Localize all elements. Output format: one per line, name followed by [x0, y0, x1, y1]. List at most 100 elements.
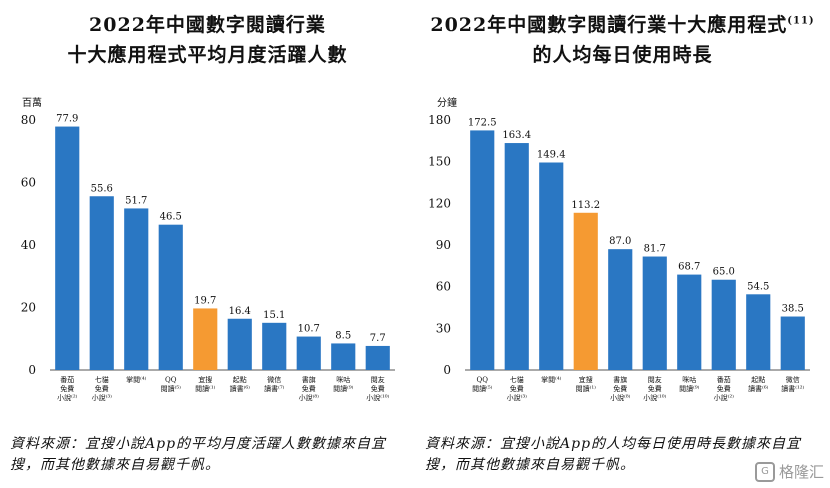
x-category-label: 番茄: [60, 375, 74, 384]
x-category-label: 免費: [510, 384, 524, 393]
y-axis-unit-label: 分鐘: [437, 96, 457, 109]
x-category-label: 微信: [786, 375, 800, 384]
bar-value-label: 87.0: [609, 236, 631, 247]
bar-value-label: 77.9: [56, 114, 78, 125]
bar: [539, 162, 564, 370]
chart-title-line2: 的人均每日使用時長: [532, 44, 713, 66]
chart-panel-mau: 2022年中國數字閱讀行業 十大應用程式平均月度活躍人數 百萬 0 20 40 60 80…: [10, 14, 395, 473]
x-category-label: 免費: [717, 384, 731, 393]
x-category-label: 讀書⁽¹²⁾: [781, 384, 804, 393]
x-category-label: 閱讀⁽⁵⁾: [472, 384, 493, 393]
bar-value-label: 113.2: [571, 200, 600, 211]
chart-title-line1: 2022年中國數字閱讀行業: [89, 14, 326, 36]
x-category-label: 免費: [60, 384, 74, 393]
bar-value-label: 172.5: [468, 117, 497, 128]
bar: [470, 130, 495, 370]
x-category-label: 咪咕: [682, 375, 696, 384]
bar: [89, 196, 114, 370]
bar: [573, 212, 598, 370]
y-tick-label: 90: [436, 238, 451, 252]
bar: [296, 336, 321, 370]
x-category-label: 小說⁽⁸⁾: [299, 393, 320, 402]
watermark-logo: G 格隆汇: [754, 461, 824, 482]
bar: [504, 143, 529, 370]
x-category-label: 閱友: [648, 375, 662, 384]
x-category-label: 閱讀⁽⁵⁾: [161, 384, 182, 393]
bar: [642, 256, 667, 370]
y-tick-label: 80: [21, 113, 36, 127]
x-category-label: 讀書⁽⁷⁾: [264, 384, 285, 393]
y-tick-label: 20: [21, 301, 36, 315]
x-category-label: 免費: [648, 384, 662, 393]
bar-value-label: 10.7: [298, 324, 320, 335]
bar: [227, 318, 252, 370]
bar: [746, 294, 771, 370]
chart-title-line2: 十大應用程式平均月度活躍人數: [67, 44, 348, 66]
x-category-label: 微信: [267, 375, 281, 384]
bar-value-label: 15.1: [263, 310, 285, 321]
y-axis-unit-label: 百萬: [22, 96, 42, 109]
x-category-label: 閱讀⁽¹⁾: [195, 384, 216, 393]
y-tick-label: 60: [21, 176, 36, 190]
x-category-label: 七貓: [95, 375, 109, 384]
y-tick-label: 60: [436, 280, 451, 294]
x-category-label: 掌閱⁽⁴⁾: [126, 375, 147, 384]
bar-value-label: 55.6: [91, 183, 113, 194]
x-category-label: 讀書⁽⁶⁾: [230, 384, 251, 393]
bar-value-label: 81.7: [644, 244, 666, 255]
bar-value-label: 68.7: [678, 262, 700, 273]
x-category-label: 書旗: [302, 375, 316, 384]
chart-title-line1: 2022年中國數字閱讀行業十大應用程式(11): [415, 10, 830, 37]
bar-value-label: 19.7: [194, 295, 216, 306]
bar: [780, 316, 805, 370]
x-category-label: 小說⁽⁸⁾: [610, 393, 631, 402]
bar: [55, 126, 80, 370]
bar: [124, 208, 149, 370]
x-category-label: 掌閱⁽⁴⁾: [541, 375, 562, 384]
bar: [158, 224, 183, 370]
bar-value-label: 38.5: [782, 304, 804, 315]
watermark-text: 格隆汇: [778, 463, 824, 481]
bar: [262, 322, 287, 370]
chart-panel-usage-time: 2022年中國數字閱讀行業十大應用程式(11) 的人均每日使用時長 分鐘 0 30 6…: [415, 0, 830, 488]
y-tick-label: 0: [443, 363, 451, 377]
bar-value-label: 149.4: [537, 150, 566, 161]
source-note: 資料來源：宜搜小說App的平均月度活躍人數數據來自宜搜，而其他數據來自易觀千帆。: [10, 436, 387, 473]
bar: [711, 279, 736, 370]
x-category-label: 宜搜: [579, 375, 593, 384]
bar-value-label: 54.5: [747, 281, 769, 292]
x-category-label: 免費: [371, 384, 385, 393]
chart-title-footnote: (11): [787, 15, 815, 27]
bar-value-label: 163.4: [502, 130, 531, 141]
x-category-label: 七貓: [510, 375, 524, 384]
x-category-label: QQ: [477, 376, 489, 384]
x-category-label: 小說⁽²⁾: [57, 393, 78, 402]
bar-value-label: 8.5: [335, 330, 351, 341]
logo-icon: G: [754, 461, 775, 482]
x-category-label: 小說⁽¹⁰⁾: [366, 393, 389, 402]
x-category-label: 起點: [751, 375, 765, 384]
y-tick-label: 40: [21, 238, 36, 252]
bar: [677, 274, 702, 370]
x-category-label: 小說⁽¹⁰⁾: [643, 393, 666, 402]
x-category-label: 小說⁽²⁾: [714, 393, 735, 402]
x-category-label: QQ: [165, 376, 177, 384]
bar: [365, 345, 390, 370]
x-category-label: 番茄: [717, 375, 731, 384]
bar-value-label: 46.5: [160, 212, 182, 223]
bar-value-label: 16.4: [229, 306, 251, 317]
bar: [331, 343, 356, 370]
x-category-label: 起點: [233, 375, 247, 384]
x-category-label: 免費: [613, 384, 627, 393]
y-tick-label: 150: [428, 155, 451, 169]
y-tick-label: 120: [428, 196, 451, 210]
bar: [608, 249, 633, 370]
x-category-label: 免費: [95, 384, 109, 393]
x-category-label: 小說⁽³⁾: [92, 393, 113, 402]
bar-value-label: 65.0: [713, 267, 735, 278]
x-category-label: 宜搜: [198, 375, 212, 384]
x-category-label: 免費: [302, 384, 316, 393]
y-tick-label: 0: [28, 363, 36, 377]
